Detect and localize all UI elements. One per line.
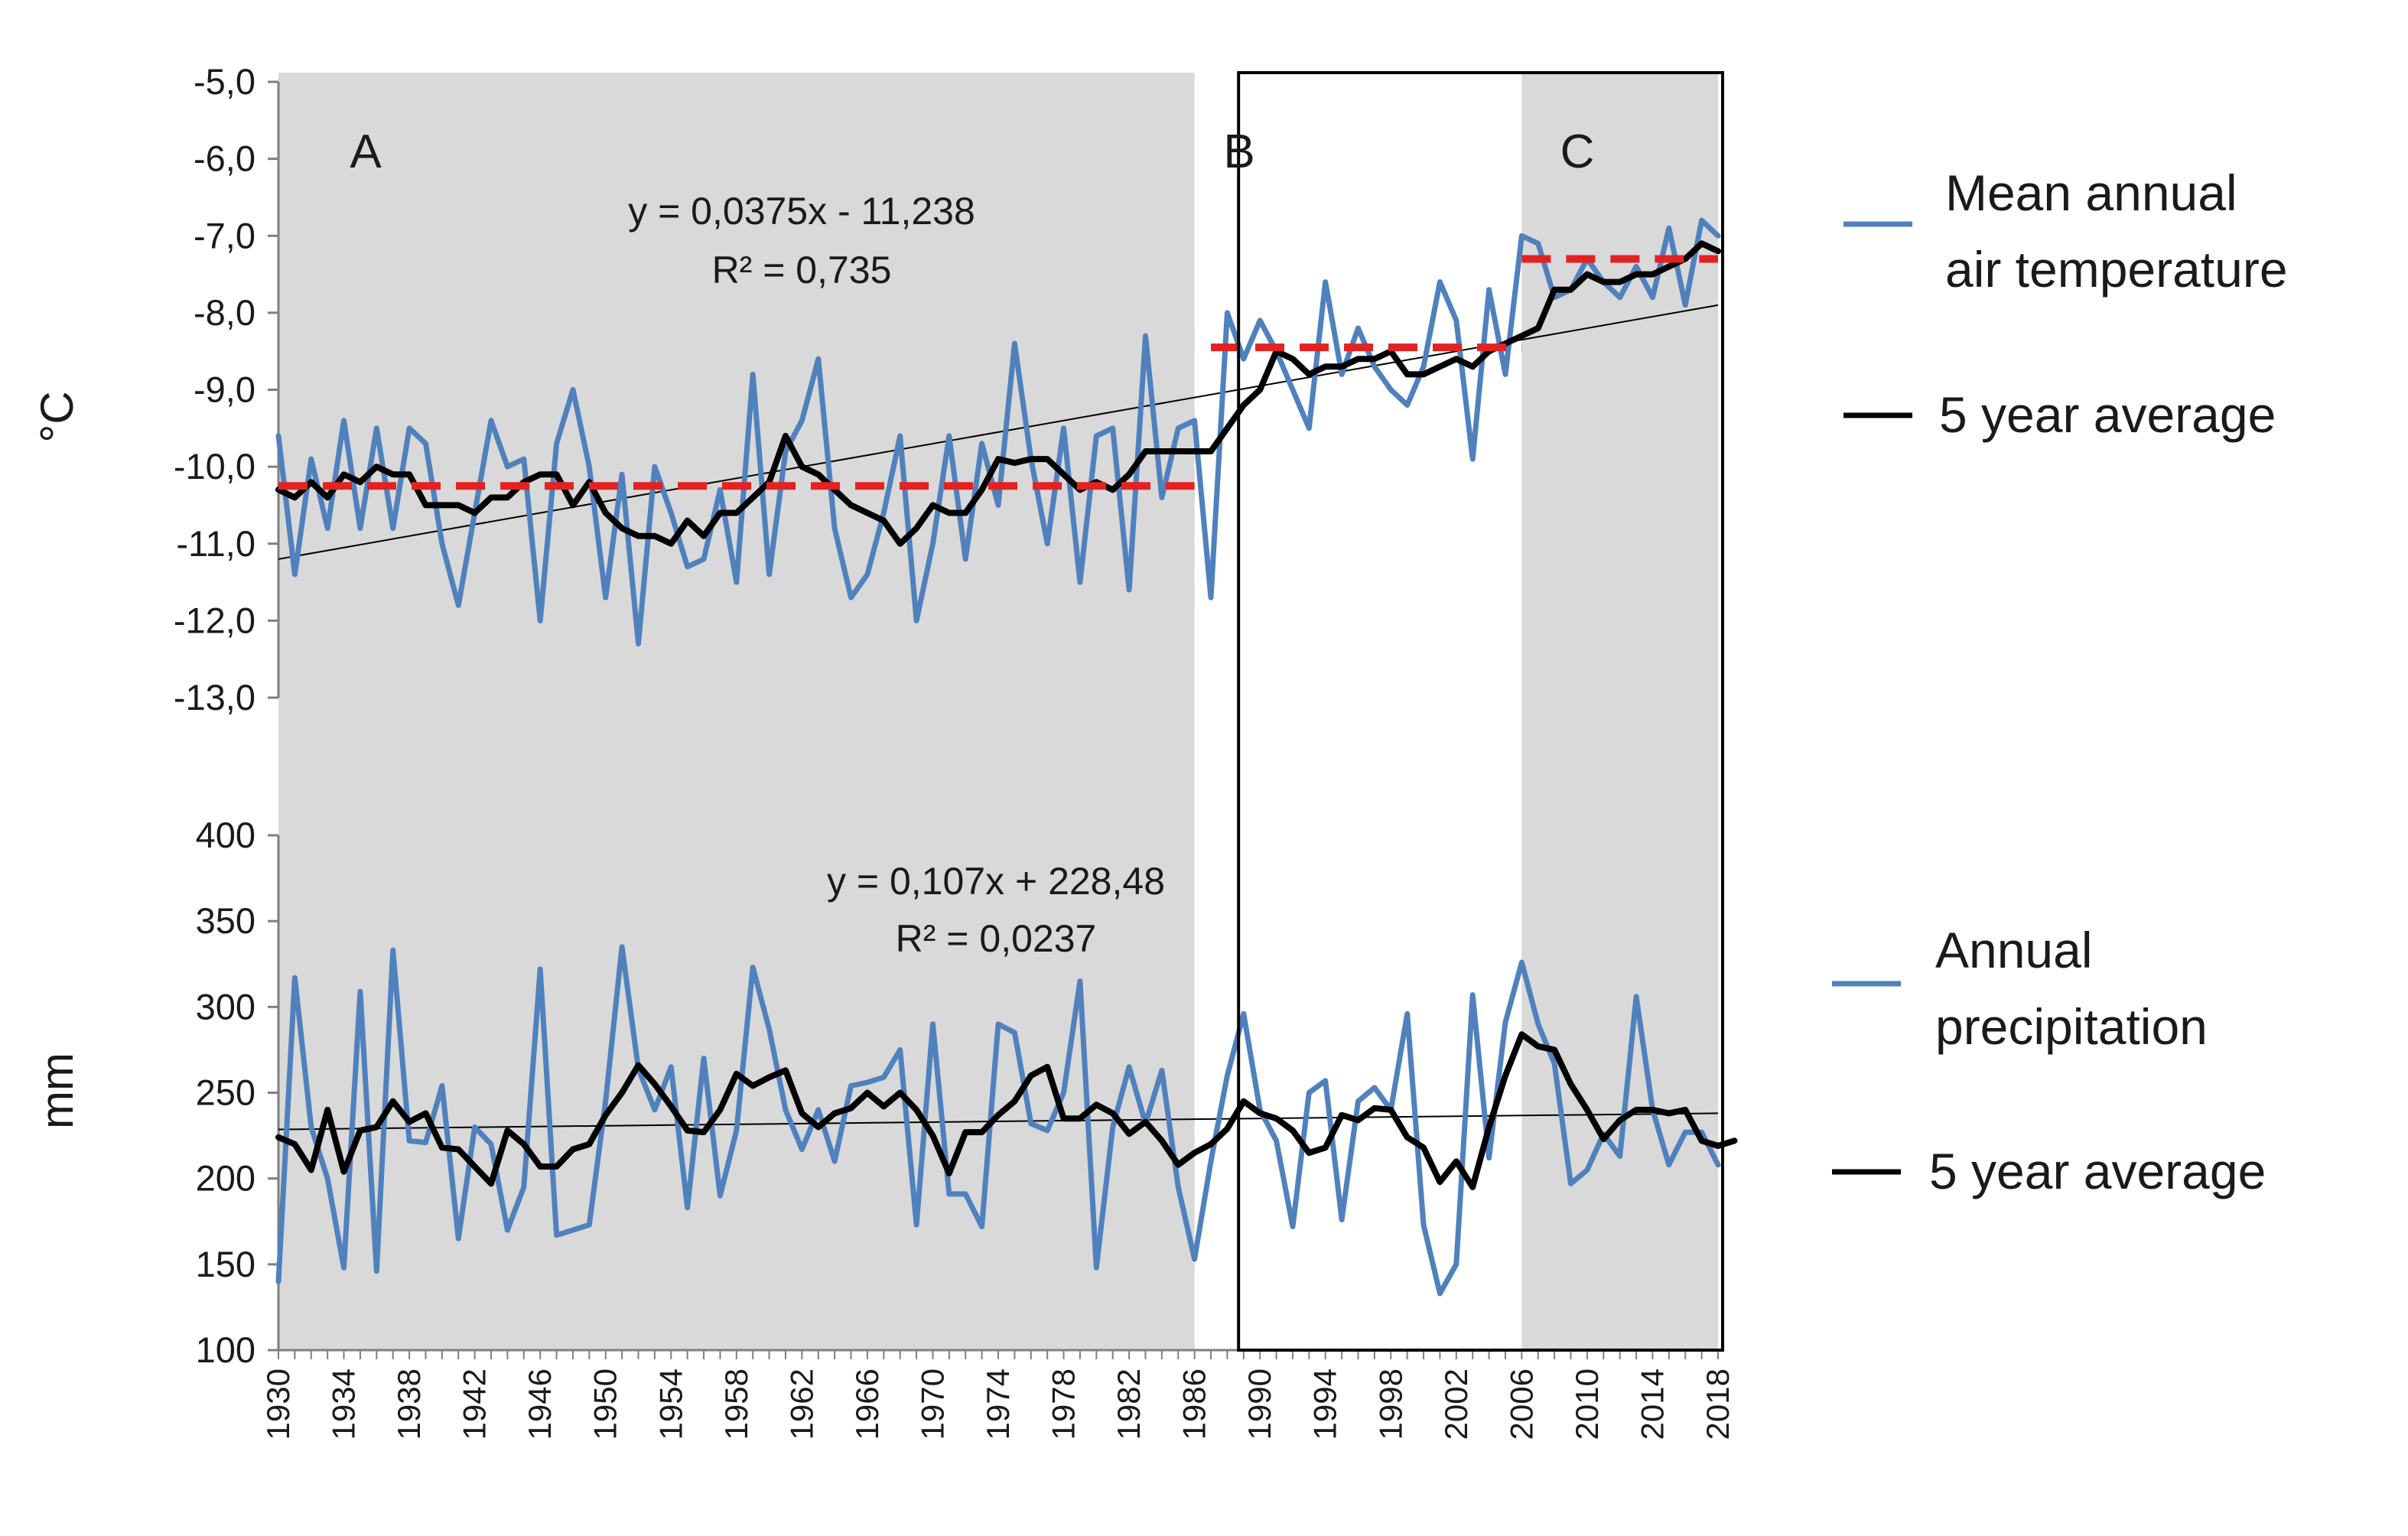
legend: Mean annual air temperature 5 year avera…	[1832, 164, 2288, 1199]
x-tick-label: 1954	[652, 1368, 688, 1440]
x-tick-label: 1930	[260, 1368, 296, 1440]
x-tick-label: 1962	[783, 1368, 819, 1440]
x-tick-label: 2010	[1569, 1368, 1605, 1440]
legend-label-precipitation-line-1: Annual	[1935, 922, 2093, 978]
x-tick-label: 1982	[1111, 1368, 1147, 1440]
region-label-a: A	[350, 125, 382, 178]
legend-label-temperature-average: 5 year average	[1939, 386, 2276, 443]
precipitation-average-line	[275, 1031, 1738, 1190]
temperature-y-tick-label: -9,0	[194, 369, 255, 410]
x-tick-label: 1998	[1372, 1368, 1408, 1440]
legend-item-temperature-average: 5 year average	[1843, 386, 2276, 443]
x-tick-label: 1986	[1176, 1368, 1212, 1440]
legend-item-precipitation-average: 5 year average	[1832, 1143, 2266, 1199]
temperature-trend-equation: y = 0,0375x - 11,238	[628, 190, 975, 233]
x-tick-label: 1970	[914, 1368, 950, 1440]
chart-text: °C mm y = 0,0375x - 11,238 R² = 0,735 y …	[31, 125, 1594, 1129]
temperature-axis-title: °C	[31, 391, 83, 442]
x-tick-label: 1978	[1046, 1368, 1082, 1440]
x-tick-label: 2014	[1634, 1368, 1670, 1440]
axes: -5,0 -6,0 -7,0 -8,0 -9,0 -10,0 -11,0 -12,0 -13,0…	[174, 61, 1736, 1440]
precipitation-trend-line	[278, 1112, 1719, 1131]
precipitation-trend-equation: y = 0,107x + 228,48	[827, 860, 1165, 903]
region-label-b: B	[1223, 125, 1254, 178]
legend-item-precipitation: Annual precipitation	[1832, 922, 2208, 1055]
temperature-annual-line	[275, 217, 1721, 647]
legend-label-precipitation-average: 5 year average	[1929, 1143, 2266, 1199]
precipitation-y-tick-label: 250	[196, 1072, 255, 1113]
x-tick-label: 1938	[391, 1368, 427, 1440]
x-tick-label: 1994	[1307, 1368, 1343, 1440]
x-tick-label: 1966	[849, 1368, 885, 1440]
precipitation-r-squared: R² = 0,0237	[896, 917, 1097, 960]
temperature-y-tick-label: -11,0	[176, 523, 255, 564]
x-tick-label: 1990	[1241, 1368, 1277, 1440]
legend-label-temperature-line-1: Mean annual	[1945, 164, 2237, 221]
x-tick-label: 2006	[1503, 1368, 1539, 1440]
legend-label-precipitation-line-2: precipitation	[1935, 998, 2208, 1055]
temperature-y-tick-label: -13,0	[174, 677, 255, 718]
precipitation-y-tick-label: 200	[196, 1158, 255, 1199]
temperature-y-tick-label: -5,0	[194, 61, 255, 102]
precipitation-y-tick-label: 300	[196, 986, 255, 1027]
x-tick-label: 1974	[980, 1368, 1016, 1440]
x-tick-label: 2002	[1438, 1368, 1474, 1440]
temperature-y-tick-label: -8,0	[194, 292, 255, 333]
precipitation-y-tick-label: 400	[196, 815, 255, 855]
temperature-y-tick-label: -12,0	[174, 600, 255, 640]
x-tick-label: 1946	[522, 1368, 558, 1440]
x-tick-label: 2018	[1700, 1368, 1736, 1440]
region-label-c: C	[1560, 125, 1595, 178]
precipitation-y-tick-label: 100	[196, 1329, 255, 1370]
period-b-box	[1237, 71, 1724, 1352]
precipitation-y-tick-label: 350	[196, 900, 255, 941]
temperature-y-tick-label: -10,0	[174, 446, 255, 487]
x-tick-label: 1942	[457, 1368, 493, 1440]
temperature-r-squared: R² = 0,735	[712, 249, 892, 291]
legend-label-temperature-line-2: air temperature	[1945, 241, 2288, 298]
precipitation-axis-title: mm	[31, 1053, 83, 1129]
temperature-y-tick-label: -6,0	[194, 138, 255, 179]
period-b-frame	[1237, 71, 1724, 1352]
legend-item-temperature: Mean annual air temperature	[1843, 164, 2288, 298]
period-means	[278, 255, 1718, 490]
precipitation-annual-line	[275, 944, 1721, 1297]
x-tick-label: 1950	[587, 1368, 623, 1440]
x-tick-label: 1958	[718, 1368, 754, 1440]
temperature-y-tick-label: -7,0	[194, 215, 255, 255]
x-tick-label: 1934	[326, 1368, 362, 1440]
precipitation-y-tick-label: 150	[196, 1244, 255, 1284]
